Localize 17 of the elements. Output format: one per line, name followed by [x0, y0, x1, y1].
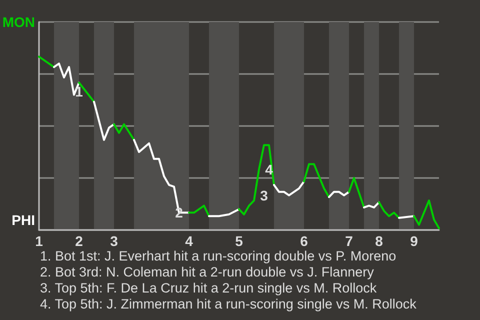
annotation: 1: [75, 83, 84, 100]
x-tick-label: 9: [410, 233, 418, 249]
annotation: 3: [260, 187, 268, 204]
x-tick-label: 1: [35, 233, 44, 249]
text: PHI: [12, 212, 35, 228]
x-tick-label: 8: [375, 233, 384, 249]
x-tick-label: 7: [345, 233, 354, 249]
text: 2. Bot 3rd: N. Coleman hit a 2-run double vs J. Flannery: [40, 264, 374, 280]
x-tick-label: 6: [300, 233, 308, 249]
x-tick-label: 5: [235, 233, 244, 249]
x-tick-label: 3: [110, 233, 118, 249]
x-tick-label: 4: [185, 233, 194, 249]
x-tick-label: 2: [75, 233, 84, 249]
text: 1. Bot 1st: J. Everhart hit a run-scoring double vs P. Moreno: [40, 248, 396, 264]
text: 3. Top 5th: F. De La Cruz hit a 2-run single vs M. Rollock: [40, 280, 377, 296]
text: 4. Top 5th: J. Zimmerman hit a run-scoring single vs M. Rollock: [40, 296, 417, 312]
text: MON: [2, 14, 35, 30]
